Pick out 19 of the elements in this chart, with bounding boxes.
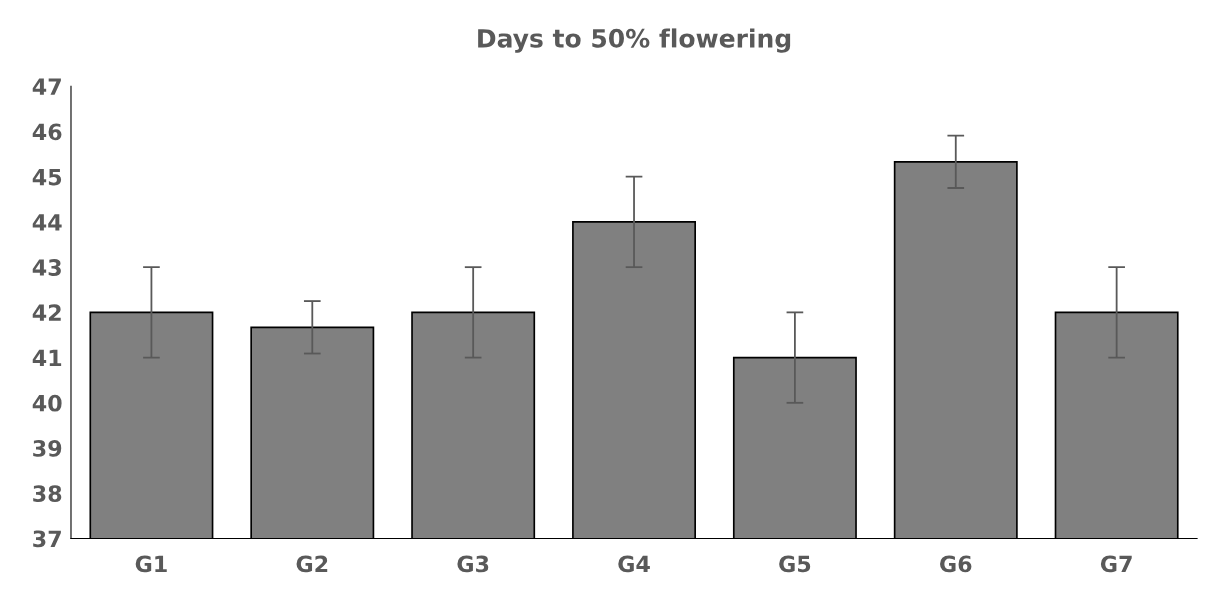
x-tick-label: G2 — [296, 555, 328, 573]
y-tick-label: 41 — [32, 349, 62, 367]
y-tick-label: 40 — [32, 394, 62, 412]
x-tick-label: G4 — [618, 555, 650, 573]
chart-title: Days to 50% flowering — [478, 28, 791, 53]
x-tick-label: G1 — [135, 555, 167, 573]
y-tick-label: 44 — [32, 214, 62, 231]
y-tick-label: 38 — [33, 485, 62, 503]
y-tick-label: 43 — [32, 259, 61, 276]
x-tick-label: G3 — [457, 555, 489, 573]
y-tick-label: 46 — [32, 123, 62, 141]
y-tick-label: 47 — [32, 78, 61, 95]
y-tick-label: 39 — [33, 439, 62, 457]
y-tick-label: 42 — [32, 304, 61, 321]
y-tick-label: 45 — [32, 168, 62, 186]
x-tick-label: G6 — [940, 555, 972, 573]
x-tick-label: G7 — [1100, 555, 1132, 573]
y-tick-label: 37 — [33, 530, 61, 548]
x-tick-label: G5 — [779, 555, 811, 573]
